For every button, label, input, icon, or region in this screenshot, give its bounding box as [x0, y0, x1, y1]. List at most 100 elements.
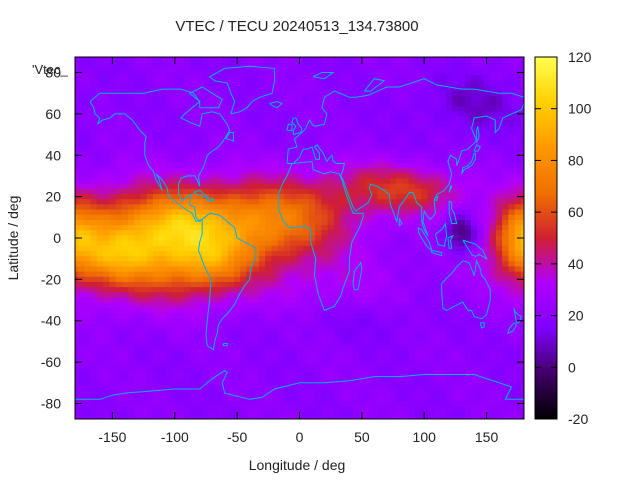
heatmap-cell — [171, 85, 179, 92]
heatmap-cell — [271, 302, 279, 309]
heatmap-cell — [240, 168, 248, 174]
heatmap-cell — [277, 261, 285, 268]
heatmap-cell — [402, 307, 410, 314]
heatmap-cell — [321, 204, 329, 211]
heatmap-cell — [408, 100, 416, 107]
heatmap-cell — [265, 318, 273, 324]
heatmap-cell — [333, 121, 341, 128]
heatmap-cell — [327, 312, 335, 319]
heatmap-cell — [433, 318, 441, 324]
heatmap-cell — [165, 100, 173, 107]
heatmap-cell — [364, 157, 372, 164]
heatmap-cell — [215, 261, 223, 268]
heatmap-cell — [520, 287, 524, 293]
heatmap-cell — [458, 302, 466, 309]
heatmap-cell — [177, 307, 185, 314]
heatmap-cell — [483, 230, 491, 237]
heatmap-cell — [502, 204, 510, 211]
heatmap-cell — [520, 245, 524, 252]
heatmap-cell — [78, 225, 85, 231]
heatmap-cell — [408, 188, 416, 195]
heatmap-cell — [408, 328, 416, 335]
heatmap-cell — [296, 307, 304, 314]
heatmap-cell — [283, 90, 291, 97]
heatmap-cell — [514, 173, 522, 180]
heatmap-cell — [446, 390, 453, 397]
heatmap-cell — [427, 80, 435, 87]
heatmap-cell — [115, 75, 123, 81]
heatmap-cell — [446, 323, 453, 330]
heatmap-cell — [140, 395, 148, 402]
heatmap-cell — [75, 121, 79, 128]
heatmap-cell — [96, 256, 104, 262]
heatmap-cell — [402, 163, 410, 169]
heatmap-cell — [121, 240, 129, 247]
heatmap-cell — [452, 106, 460, 112]
heatmap-cell — [265, 168, 273, 174]
heatmap-cell — [427, 359, 435, 366]
heatmap-cell — [371, 261, 379, 268]
heatmap-cell — [240, 385, 248, 392]
heatmap-cell — [196, 276, 204, 283]
heatmap-cell — [327, 318, 335, 324]
heatmap-cell — [452, 178, 460, 185]
heatmap-cell — [439, 318, 447, 324]
heatmap-cell — [171, 95, 179, 102]
heatmap-cell — [240, 318, 248, 324]
heatmap-cell — [246, 312, 254, 319]
heatmap-cell — [446, 183, 453, 190]
heatmap-cell — [140, 85, 148, 92]
heatmap-cell — [321, 163, 329, 169]
heatmap-cell — [128, 75, 135, 81]
heatmap-cell — [84, 147, 92, 154]
heatmap-cell — [302, 69, 310, 76]
heatmap-cell — [283, 250, 291, 257]
heatmap-cell — [327, 209, 335, 216]
heatmap-cell — [290, 338, 297, 345]
heatmap-cell — [340, 385, 347, 392]
heatmap-cell — [389, 225, 397, 231]
heatmap-cell — [240, 354, 248, 361]
heatmap-cell — [227, 369, 235, 376]
heatmap-cell — [483, 261, 491, 268]
heatmap-cell — [103, 375, 110, 381]
heatmap-cell — [383, 111, 391, 118]
heatmap-cell — [302, 281, 310, 288]
heatmap-cell — [464, 281, 472, 288]
heatmap-cell — [446, 194, 453, 200]
heatmap-cell — [408, 375, 416, 381]
heatmap-cell — [159, 64, 167, 71]
heatmap-cell — [470, 126, 478, 133]
heatmap-cell — [364, 152, 372, 159]
heatmap-cell — [277, 106, 285, 112]
heatmap-cell — [221, 199, 229, 205]
heatmap-cell — [433, 287, 441, 293]
heatmap-cell — [283, 256, 291, 262]
heatmap-cell — [427, 116, 435, 123]
heatmap-cell — [433, 297, 441, 304]
heatmap-cell — [308, 183, 316, 190]
heatmap-cell — [171, 168, 179, 174]
heatmap-cell — [265, 400, 273, 407]
heatmap-cell — [352, 312, 360, 319]
heatmap-cell — [383, 188, 391, 195]
heatmap-cell — [277, 266, 285, 273]
heatmap-cell — [246, 375, 254, 381]
heatmap-cell — [427, 214, 435, 221]
heatmap-cell — [109, 225, 117, 231]
heatmap-cell — [470, 400, 478, 407]
heatmap-cell — [495, 349, 503, 355]
heatmap-cell — [514, 204, 522, 211]
heatmap-cell — [290, 188, 297, 195]
heatmap-cell — [75, 395, 79, 402]
heatmap-cell — [358, 369, 366, 376]
heatmap-cell — [240, 173, 248, 180]
heatmap-cell — [483, 312, 491, 319]
heatmap-cell — [333, 271, 341, 278]
heatmap-cell — [439, 188, 447, 195]
heatmap-cell — [109, 271, 117, 278]
heatmap-cell — [421, 90, 428, 97]
heatmap-cell — [427, 318, 435, 324]
heatmap-cell — [414, 219, 422, 226]
heatmap-cell — [402, 292, 410, 299]
